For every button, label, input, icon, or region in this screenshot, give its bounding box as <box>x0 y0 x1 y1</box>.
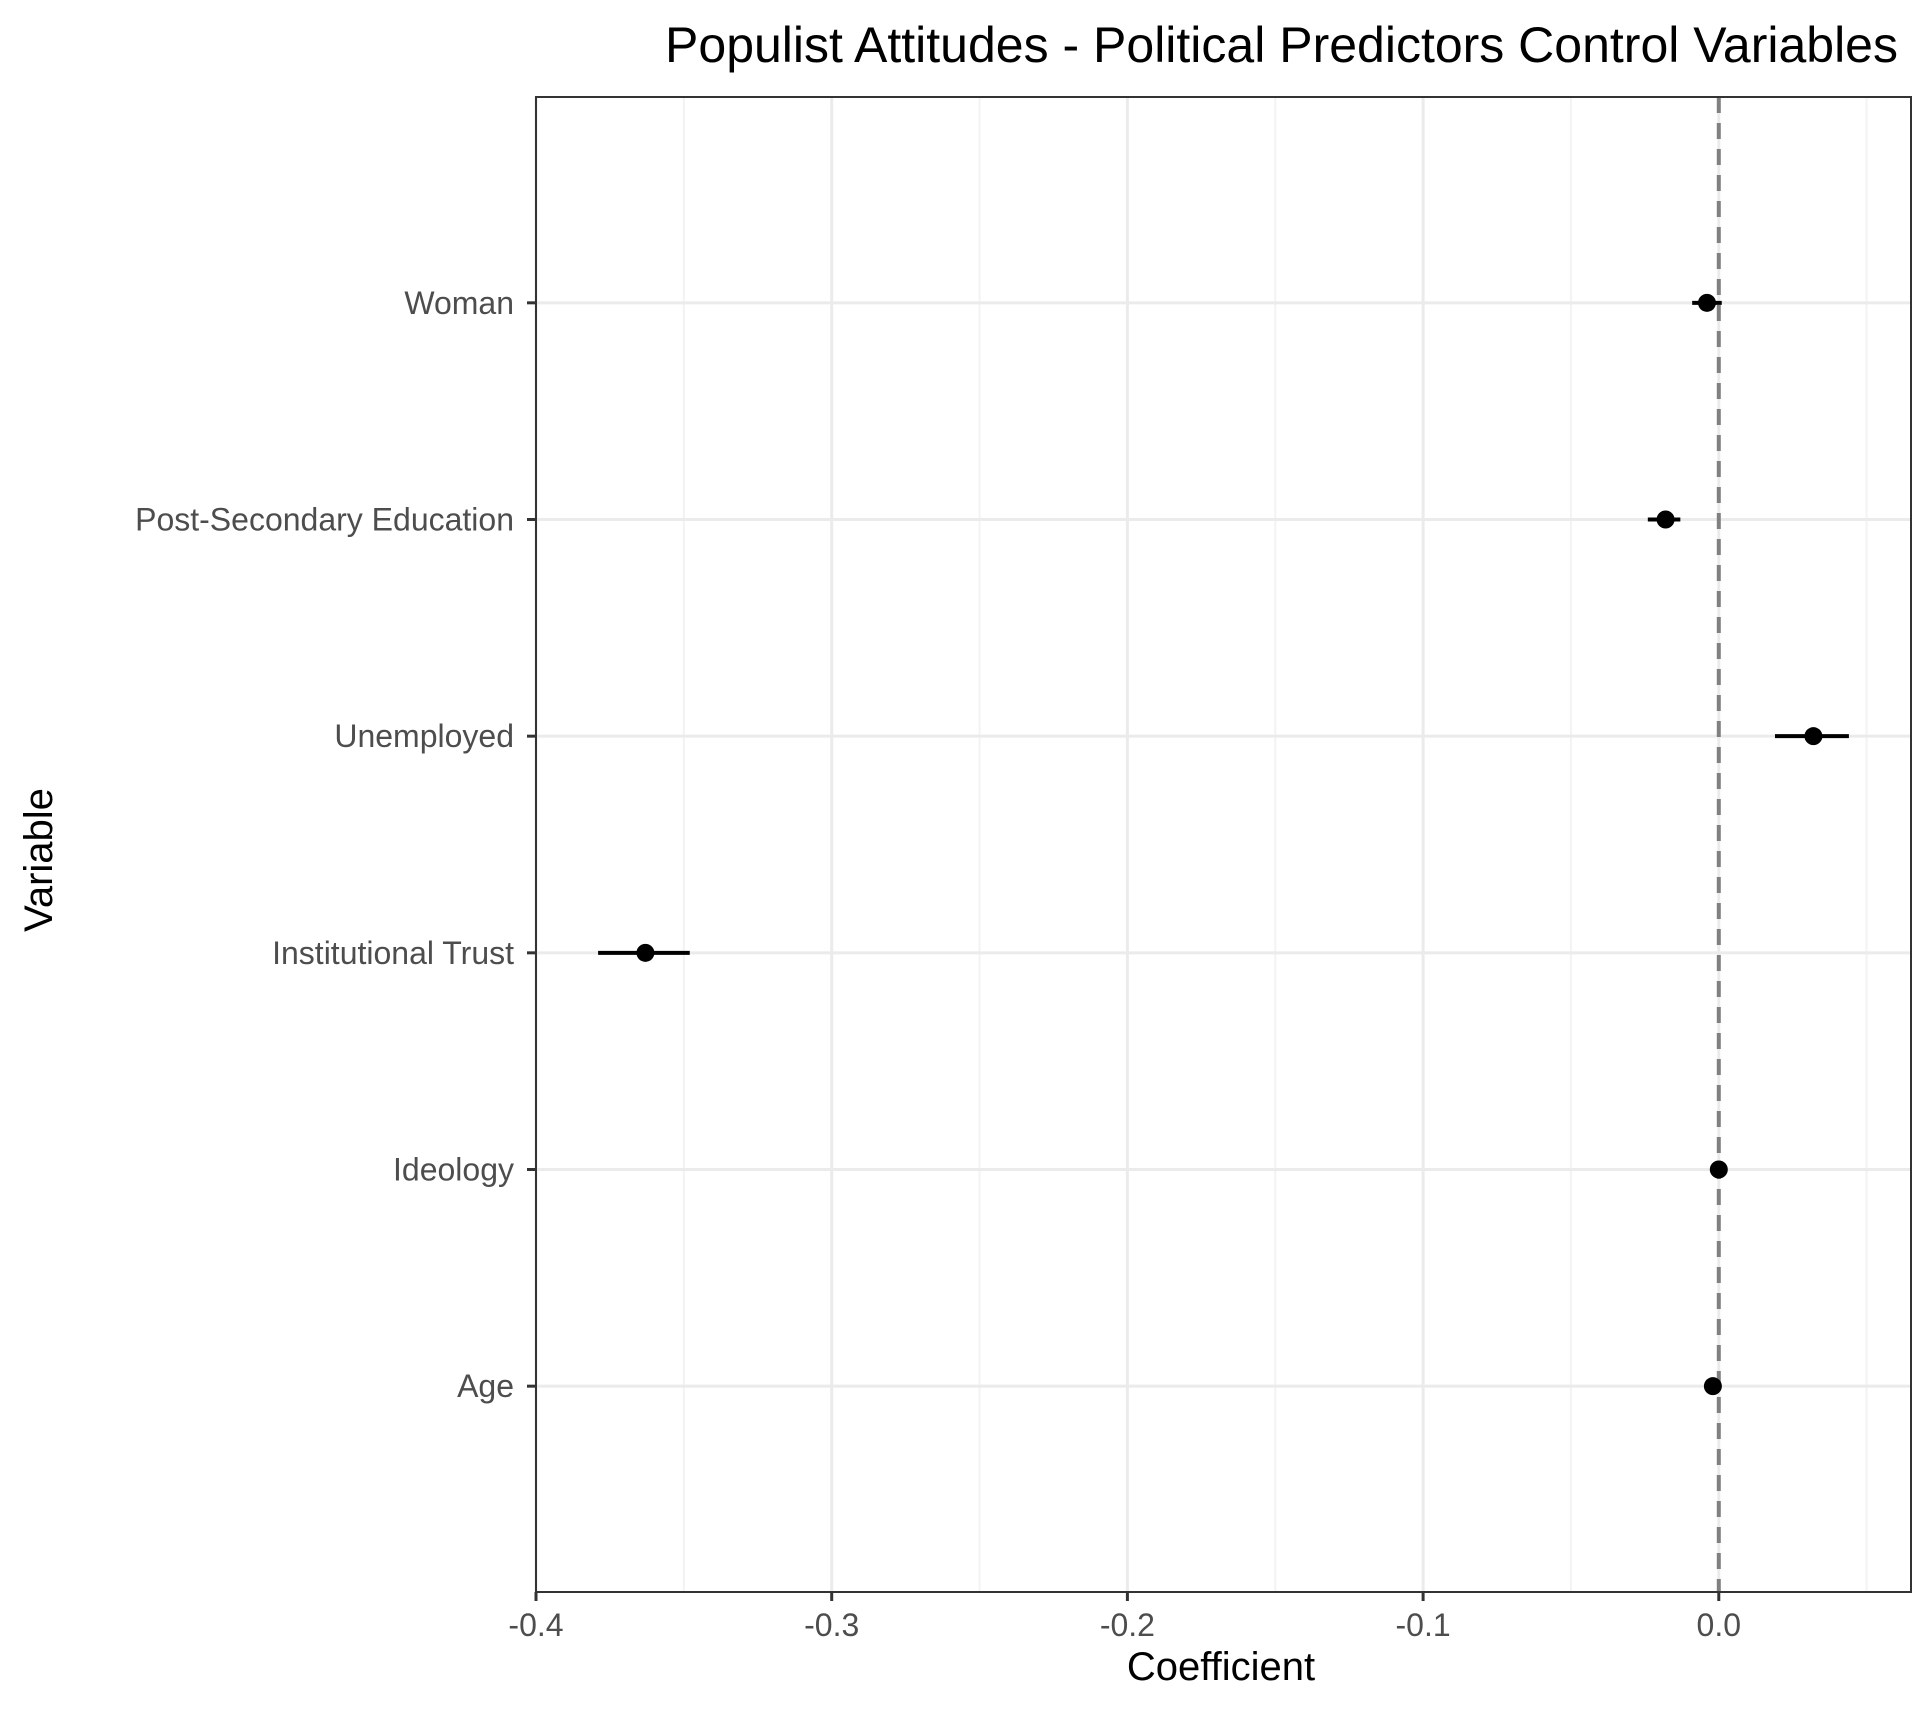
x-axis-title: Coefficient <box>1127 1645 1315 1689</box>
x-tick-label: -0.3 <box>804 1607 859 1643</box>
plot-panel-border <box>535 96 1912 1593</box>
y-tick-label: Institutional Trust <box>272 935 514 971</box>
point-estimate <box>1656 510 1675 529</box>
chart-title: Populist Attitudes - Political Predictor… <box>665 17 1898 73</box>
y-tick-label: Woman <box>404 285 514 321</box>
point-estimate <box>1697 293 1716 312</box>
y-tick-label: Age <box>457 1368 514 1404</box>
y-axis: Woman Post-Secondary Education Unemployed I… <box>135 285 536 1404</box>
x-tick-label: -0.2 <box>1100 1607 1155 1643</box>
minor-gridlines <box>682 97 1868 1592</box>
y-axis-title: Variable <box>17 788 61 932</box>
point-estimate <box>636 943 655 962</box>
x-axis: -0.4 -0.3 -0.2 -0.1 0.0 <box>508 1592 1741 1643</box>
y-tick-label: Ideology <box>393 1152 514 1188</box>
point-estimate <box>1703 1377 1722 1396</box>
data-marks <box>598 293 1849 1396</box>
x-tick-label: -0.1 <box>1396 1607 1451 1643</box>
x-tick-label: 0.0 <box>1697 1607 1741 1643</box>
point-estimate <box>1709 1160 1728 1179</box>
y-tick-label: Post-Secondary Education <box>135 502 514 538</box>
point-estimate <box>1804 727 1823 746</box>
y-tick-label: Unemployed <box>334 718 514 754</box>
x-tick-label: -0.4 <box>508 1607 563 1643</box>
